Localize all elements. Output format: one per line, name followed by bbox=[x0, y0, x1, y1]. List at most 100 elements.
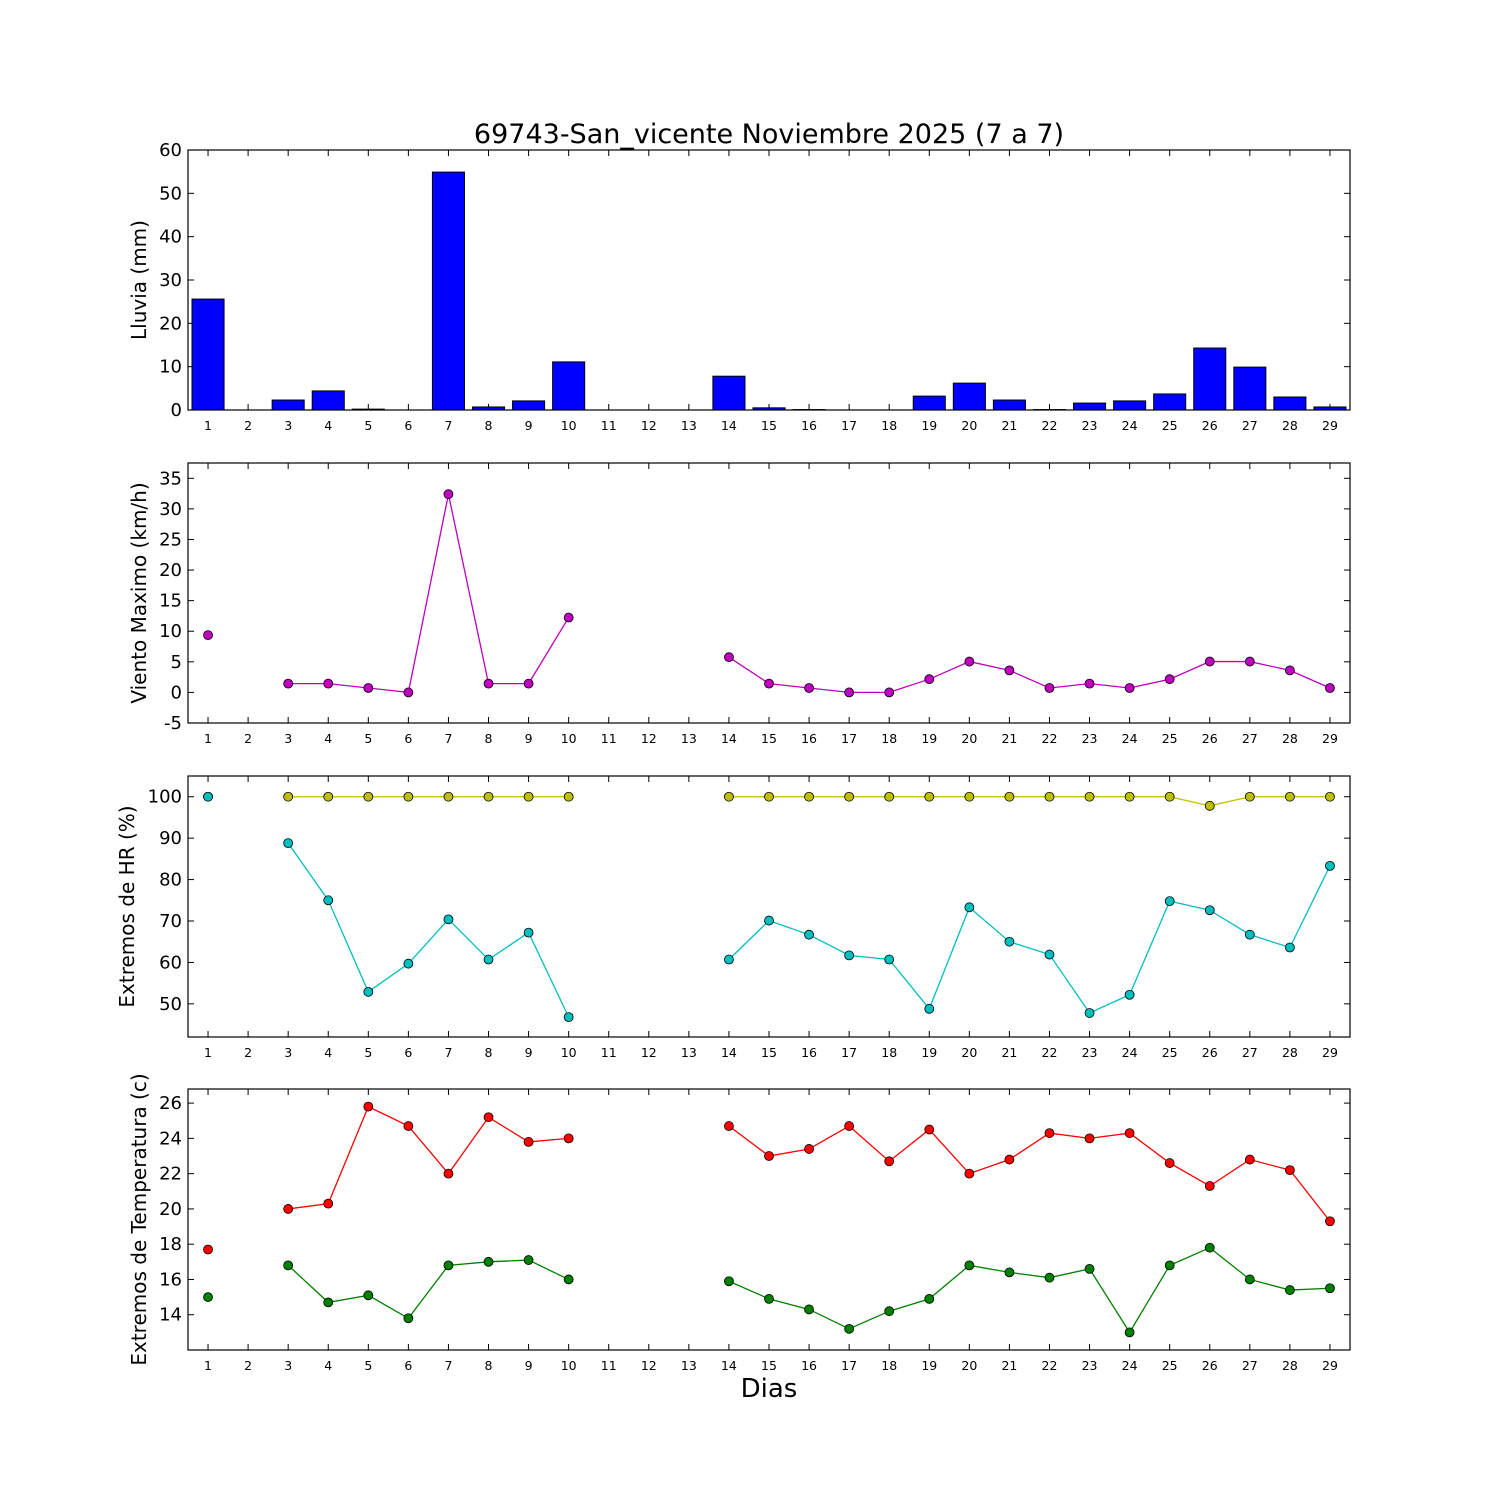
data-point-day-17 bbox=[845, 1122, 854, 1131]
x-tick-label: 25 bbox=[1162, 1045, 1178, 1060]
x-tick-label: 12 bbox=[641, 1045, 657, 1060]
data-point-day-27 bbox=[1245, 1275, 1254, 1284]
data-point-day-18 bbox=[885, 792, 894, 801]
data-point-day-4 bbox=[324, 679, 333, 688]
data-point-day-5 bbox=[364, 792, 373, 801]
data-point-day-15 bbox=[765, 679, 774, 688]
x-tick-label: 15 bbox=[761, 418, 777, 433]
data-point-day-3 bbox=[284, 1261, 293, 1270]
x-tick-label: 14 bbox=[721, 418, 737, 433]
data-point-day-25 bbox=[1165, 792, 1174, 801]
data-point-day-19 bbox=[925, 792, 934, 801]
x-tick-label: 8 bbox=[485, 1358, 493, 1373]
data-point-day-7 bbox=[444, 1169, 453, 1178]
data-point-day-20 bbox=[965, 792, 974, 801]
data-point-day-6 bbox=[404, 959, 413, 968]
x-tick-label: 1 bbox=[204, 418, 212, 433]
x-tick-label: 28 bbox=[1282, 418, 1298, 433]
data-point-day-5 bbox=[364, 987, 373, 996]
data-point-day-20 bbox=[965, 1169, 974, 1178]
data-point-day-19 bbox=[925, 1125, 934, 1134]
x-tick-label: 4 bbox=[324, 731, 332, 746]
data-point-day-10 bbox=[564, 613, 573, 622]
x-tick-label: 22 bbox=[1042, 1358, 1058, 1373]
data-point-day-4 bbox=[324, 792, 333, 801]
x-tick-label: 4 bbox=[324, 1045, 332, 1060]
x-tick-label: 4 bbox=[324, 418, 332, 433]
x-tick-label: 21 bbox=[1001, 1358, 1017, 1373]
x-tick-label: 7 bbox=[444, 418, 452, 433]
data-point-day-8 bbox=[484, 1257, 493, 1266]
data-point-day-3 bbox=[284, 792, 293, 801]
data-point-day-3 bbox=[284, 839, 293, 848]
bar-day-23 bbox=[1074, 403, 1106, 410]
y-tick-label: 18 bbox=[159, 1234, 182, 1255]
series-line-2 bbox=[288, 1260, 568, 1318]
data-point-day-9 bbox=[524, 792, 533, 801]
data-point-day-9 bbox=[524, 928, 533, 937]
y-tick-label: 60 bbox=[159, 140, 182, 161]
x-tick-label: 8 bbox=[485, 418, 493, 433]
y-tick-label: 22 bbox=[159, 1164, 182, 1185]
bar-day-10 bbox=[553, 362, 585, 410]
bar-day-9 bbox=[513, 401, 545, 410]
y-tick-label: 16 bbox=[159, 1269, 182, 1290]
x-tick-label: 18 bbox=[881, 1358, 897, 1373]
x-tick-label: 14 bbox=[721, 731, 737, 746]
data-point-day-17 bbox=[845, 951, 854, 960]
x-tick-label: 16 bbox=[801, 1358, 817, 1373]
x-tick-label: 20 bbox=[961, 1358, 977, 1373]
x-tick-label: 28 bbox=[1282, 1045, 1298, 1060]
x-tick-label: 1 bbox=[204, 1045, 212, 1060]
data-point-day-14 bbox=[724, 653, 733, 662]
data-point-day-29 bbox=[1325, 684, 1334, 693]
x-tick-label: 6 bbox=[404, 1358, 412, 1373]
y-tick-label: 15 bbox=[159, 591, 182, 612]
y-tick-label: 60 bbox=[159, 952, 182, 973]
data-point-day-25 bbox=[1165, 897, 1174, 906]
y-tick-label: 70 bbox=[159, 911, 182, 932]
x-tick-label: 10 bbox=[561, 1358, 577, 1373]
data-point-day-26 bbox=[1205, 801, 1214, 810]
y-axis-label: Extremos de Temperatura (c) bbox=[127, 1073, 151, 1365]
data-point-day-14 bbox=[724, 955, 733, 964]
x-tick-label: 14 bbox=[721, 1358, 737, 1373]
x-tick-label: 10 bbox=[561, 1045, 577, 1060]
data-point-day-22 bbox=[1045, 1129, 1054, 1138]
x-tick-label: 20 bbox=[961, 731, 977, 746]
bar-day-28 bbox=[1274, 397, 1306, 410]
y-tick-label: 0 bbox=[171, 400, 182, 421]
x-tick-label: 14 bbox=[721, 1045, 737, 1060]
x-tick-label: 12 bbox=[641, 418, 657, 433]
bar-day-26 bbox=[1194, 348, 1226, 410]
x-tick-label: 26 bbox=[1202, 1045, 1218, 1060]
data-point-day-3 bbox=[284, 679, 293, 688]
x-tick-label: 6 bbox=[404, 1045, 412, 1060]
y-tick-label: 10 bbox=[159, 621, 182, 642]
data-point-day-18 bbox=[885, 688, 894, 697]
data-point-day-15 bbox=[765, 792, 774, 801]
x-axis-label: Dias bbox=[741, 1374, 798, 1404]
x-tick-label: 24 bbox=[1122, 418, 1138, 433]
data-point-day-25 bbox=[1165, 1159, 1174, 1168]
x-tick-label: 27 bbox=[1242, 731, 1258, 746]
x-tick-label: 19 bbox=[921, 1045, 937, 1060]
data-point-day-16 bbox=[805, 1144, 814, 1153]
data-point-day-22 bbox=[1045, 792, 1054, 801]
bar-day-4 bbox=[312, 391, 344, 410]
data-point-day-17 bbox=[845, 1324, 854, 1333]
data-point-day-25 bbox=[1165, 675, 1174, 684]
data-point-day-20 bbox=[965, 657, 974, 666]
data-point-day-23 bbox=[1085, 792, 1094, 801]
x-tick-label: 20 bbox=[961, 418, 977, 433]
x-tick-label: 9 bbox=[525, 1358, 533, 1373]
x-tick-label: 15 bbox=[761, 1045, 777, 1060]
data-point-day-18 bbox=[885, 1307, 894, 1316]
data-point-day-16 bbox=[805, 684, 814, 693]
data-point-day-7 bbox=[444, 490, 453, 499]
x-tick-label: 10 bbox=[561, 418, 577, 433]
y-tick-label: 30 bbox=[159, 270, 182, 291]
